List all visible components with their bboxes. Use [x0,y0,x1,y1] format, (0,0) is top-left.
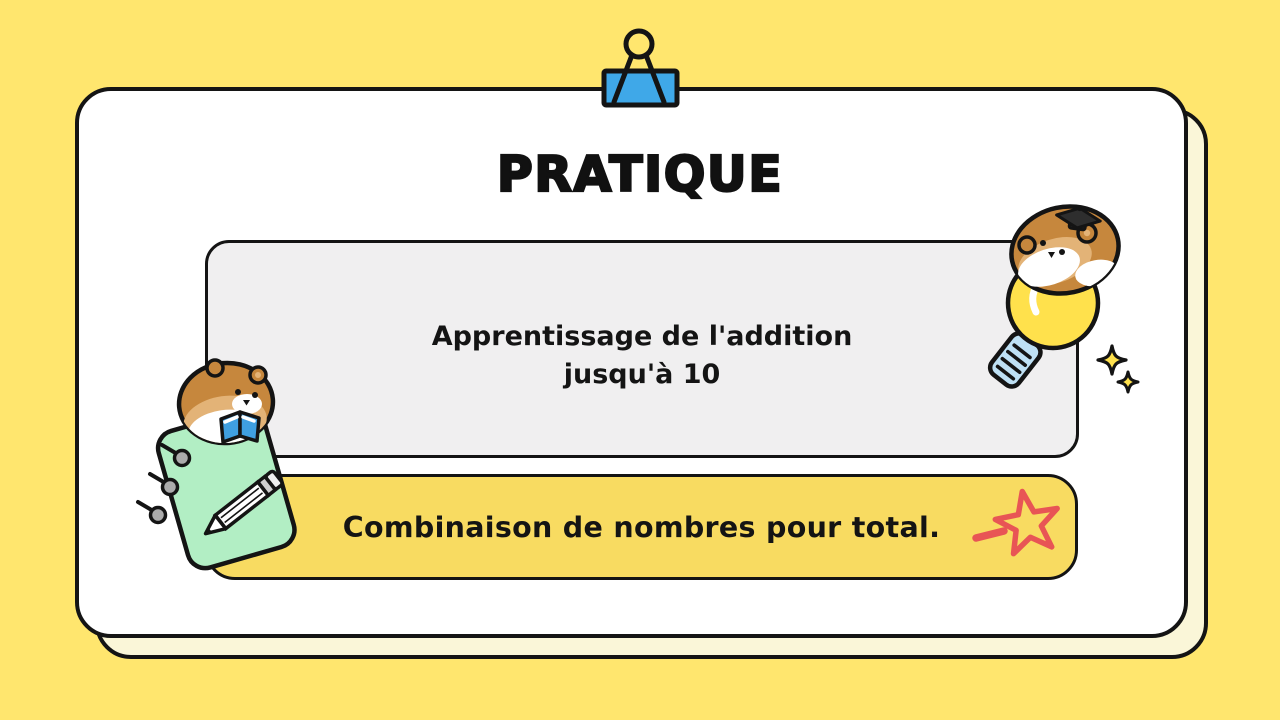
footer-box: Combinaison de nombres pour total. [205,474,1078,580]
subtitle-box: Apprentissage de l'addition jusqu'à 10 [205,240,1079,458]
hamster-graduate [1009,204,1121,296]
sparkles-icon [1085,333,1155,409]
pencil [203,469,284,536]
hamster-notepad-icon [128,352,318,577]
subtitle-line-1: Apprentissage de l'addition [431,320,853,352]
hamster-bulb-icon [985,195,1125,400]
subtitle-line-2: jusqu'à 10 [563,359,721,390]
notepad-rings [136,443,192,525]
book [219,410,261,444]
hamster-reading [176,358,276,447]
sparkle-large [1096,344,1128,376]
graduation-cap [1055,206,1102,232]
star-doodle-icon [962,480,1074,572]
binder-clip-icon [595,26,685,110]
slide-title: PRATIQUE [496,145,784,204]
sparkle-small [1116,370,1140,394]
footer-text: Combinaison de nombres pour total. [342,510,941,544]
